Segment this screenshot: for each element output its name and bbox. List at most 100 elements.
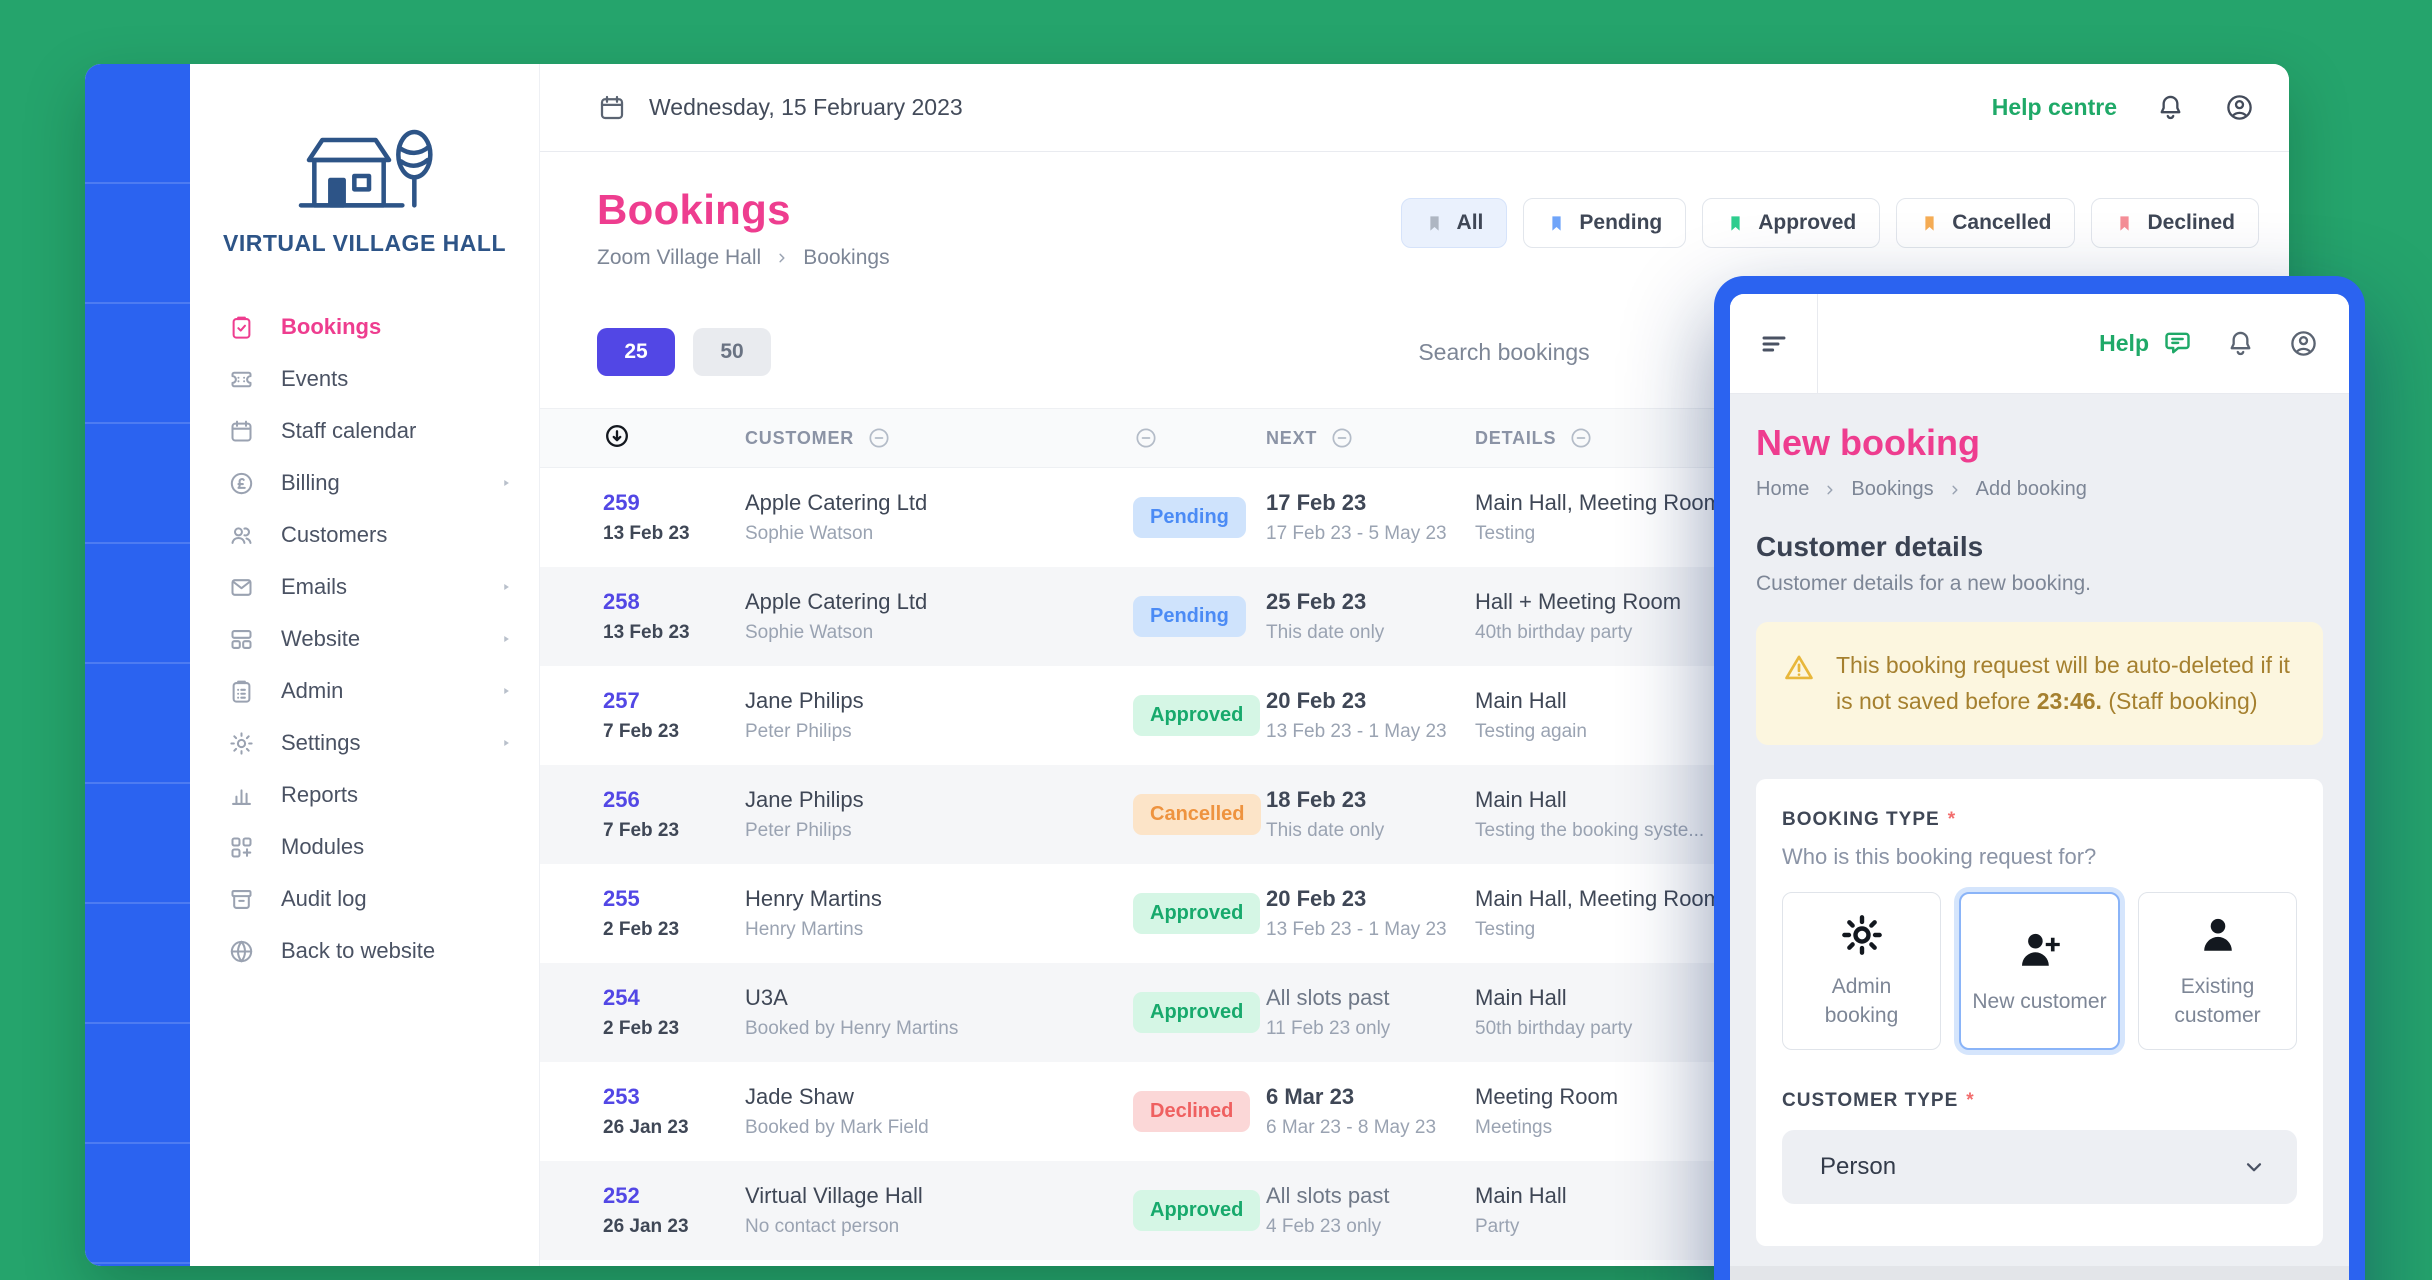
- customer-name: Jane Philips: [745, 688, 864, 713]
- page-header: Bookings Zoom Village Hall Bookings All …: [540, 186, 2289, 270]
- notifications-bell-icon[interactable]: [2225, 328, 2256, 359]
- filter-chip-all[interactable]: All: [1400, 198, 1508, 248]
- sidebar-item-back-to-website[interactable]: Back to website: [228, 925, 513, 977]
- table-row[interactable]: 253 26 Jan 23 Jade Shaw Booked by Mark F…: [540, 1062, 2289, 1161]
- menu-button[interactable]: [1730, 294, 1818, 393]
- sidebar-item-label: Audit log: [281, 886, 367, 911]
- page-heading-block: Bookings Zoom Village Hall Bookings: [597, 186, 890, 270]
- column-details[interactable]: DETAILS: [1475, 425, 2289, 451]
- account-icon[interactable]: [2224, 92, 2255, 123]
- sidebar-item-website[interactable]: Website: [228, 613, 513, 665]
- chevron-right-icon: [1822, 482, 1838, 498]
- column-status[interactable]: [1133, 425, 1266, 451]
- sidebar-item-bookings[interactable]: Bookings: [228, 301, 513, 353]
- account-icon[interactable]: [2288, 328, 2319, 359]
- brand-name: VIRTUAL VILLAGE HALL: [222, 230, 506, 256]
- page-size-50-button[interactable]: 50: [693, 328, 771, 376]
- page-size-25-button[interactable]: 25: [597, 328, 675, 376]
- customer-contact: Booked by Mark Field: [745, 1117, 929, 1138]
- collapse-column-icon[interactable]: [866, 425, 892, 451]
- filter-chip-label: Cancelled: [1952, 211, 2052, 234]
- filter-chip-pending[interactable]: Pending: [1523, 198, 1687, 248]
- cell-status: Approved: [1133, 695, 1266, 736]
- status-filters: All Pending Approved Cancelled Declined: [1400, 198, 2259, 248]
- customer-contact: No contact person: [745, 1216, 900, 1237]
- booking-id[interactable]: 254: [603, 985, 640, 1010]
- cell-next: All slots past 11 Feb 23 only: [1266, 985, 1475, 1040]
- cell-customer: Apple Catering Ltd Sophie Watson: [745, 589, 1133, 644]
- submenu-chevron-icon: [499, 736, 513, 750]
- sidebar-item-icon: [228, 678, 255, 705]
- table-row[interactable]: 255 2 Feb 23 Henry Martins Henry Martins…: [540, 864, 2289, 963]
- sidebar-item-settings[interactable]: Settings: [228, 717, 513, 769]
- sidebar-nav: Bookings Events Staff calendar Billing C…: [190, 301, 539, 977]
- breadcrumb-item[interactable]: Home: [1756, 478, 1810, 500]
- cell-next: 20 Feb 23 13 Feb 23 - 1 May 23: [1266, 688, 1475, 743]
- option-label: Existing customer: [2174, 975, 2261, 1027]
- breadcrumb-item[interactable]: Zoom Village Hall: [597, 246, 762, 269]
- column-next[interactable]: NEXT: [1266, 425, 1475, 451]
- booking-id[interactable]: 257: [603, 688, 640, 713]
- sidebar-item-icon: [228, 522, 255, 549]
- customer-contact: Peter Philips: [745, 721, 852, 742]
- table-row[interactable]: 259 13 Feb 23 Apple Catering Ltd Sophie …: [540, 468, 2289, 567]
- collapse-column-icon[interactable]: [1329, 425, 1355, 451]
- filter-chip-cancelled[interactable]: Cancelled: [1896, 198, 2076, 248]
- sidebar-item-billing[interactable]: Billing: [228, 457, 513, 509]
- date-range: This date only: [1266, 622, 1385, 643]
- sidebar-item-label: Modules: [281, 834, 365, 859]
- filter-chip-declined[interactable]: Declined: [2091, 198, 2259, 248]
- breadcrumb-item: Bookings: [803, 246, 890, 269]
- collapse-column-icon[interactable]: [1568, 425, 1594, 451]
- sidebar-item-label: Website: [281, 626, 361, 651]
- booking-id[interactable]: 253: [603, 1084, 640, 1109]
- breadcrumb-item[interactable]: Bookings: [1851, 478, 1934, 500]
- date-range: 13 Feb 23 - 1 May 23: [1266, 919, 1447, 940]
- next-date: All slots past: [1266, 1183, 1390, 1208]
- sidebar-item-admin[interactable]: Admin: [228, 665, 513, 717]
- customer-type-select[interactable]: Person: [1782, 1130, 2297, 1205]
- help-centre-link[interactable]: Help centre: [1991, 94, 2117, 120]
- cell-customer: Jade Shaw Booked by Mark Field: [745, 1084, 1133, 1139]
- cell-booking-id: 258 13 Feb 23: [540, 589, 745, 644]
- filter-chip-approved[interactable]: Approved: [1702, 198, 1881, 248]
- sidebar-item-label: Bookings: [281, 314, 382, 339]
- sidebar-item-customers[interactable]: Customers: [228, 509, 513, 561]
- booking-id[interactable]: 256: [603, 787, 640, 812]
- customer-contact: Booked by Henry Martins: [745, 1018, 959, 1039]
- booking-type-option-existing-customer[interactable]: Existing customer: [2138, 892, 2297, 1051]
- notifications-bell-icon[interactable]: [2155, 92, 2186, 123]
- date-range: 4 Feb 23 only: [1266, 1216, 1382, 1237]
- sidebar-item-reports[interactable]: Reports: [228, 769, 513, 821]
- help-link[interactable]: Help: [2099, 328, 2193, 359]
- sidebar-item-audit-log[interactable]: Audit log: [228, 873, 513, 925]
- chat-bubble-icon: [2165, 332, 2190, 354]
- sidebar-item-modules[interactable]: Modules: [228, 821, 513, 873]
- customer-contact: Peter Philips: [745, 820, 852, 841]
- cell-booking-id: 253 26 Jan 23: [540, 1084, 745, 1139]
- brand-logo: VIRTUAL VILLAGE HALL: [190, 120, 539, 257]
- sidebar-item-emails[interactable]: Emails: [228, 561, 513, 613]
- sort-arrow-down-icon[interactable]: [603, 422, 631, 450]
- collapse-column-icon[interactable]: [1133, 425, 1159, 451]
- booking-id[interactable]: 258: [603, 589, 640, 614]
- booking-type-option-admin-booking[interactable]: Admin booking: [1782, 892, 1941, 1051]
- option-icon: [1839, 912, 1885, 958]
- booking-id[interactable]: 252: [603, 1183, 640, 1208]
- required-marker: *: [1966, 1090, 1974, 1112]
- cell-booking-id: 255 2 Feb 23: [540, 886, 745, 941]
- sidebar-item-events[interactable]: Events: [228, 353, 513, 405]
- customer-contact: Henry Martins: [745, 919, 864, 940]
- booking-id[interactable]: 255: [603, 886, 640, 911]
- booking-created-date: 7 Feb 23: [603, 721, 680, 742]
- table-row[interactable]: 257 7 Feb 23 Jane Philips Peter Philips …: [540, 666, 2289, 765]
- cell-customer: Virtual Village Hall No contact person: [745, 1183, 1133, 1238]
- date-range: 13 Feb 23 - 1 May 23: [1266, 721, 1447, 742]
- column-next-label: NEXT: [1266, 427, 1318, 448]
- sidebar-item-staff-calendar[interactable]: Staff calendar: [228, 405, 513, 457]
- cell-booking-id: 252 26 Jan 23: [540, 1183, 745, 1238]
- booking-id[interactable]: 259: [603, 490, 640, 515]
- column-customer[interactable]: CUSTOMER: [745, 425, 1133, 451]
- booking-type-option-new-customer[interactable]: New customer: [1959, 892, 2120, 1051]
- topbar-actions: Help centre: [1992, 92, 2255, 123]
